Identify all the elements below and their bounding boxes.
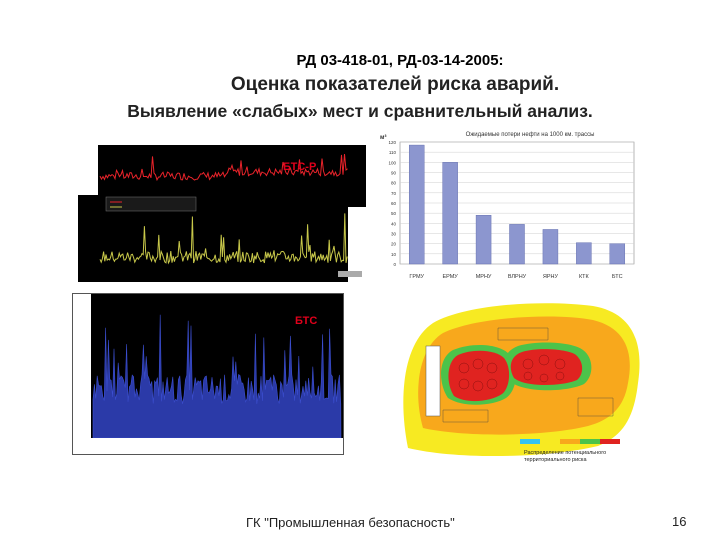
y-tick-label: 60 [391,201,397,206]
page-number: 16 [672,514,687,529]
chart-title: Ожидаемые потери нефти на 1000 км. трасс… [466,132,595,138]
bar-ЕРМУ [442,162,458,265]
y-tick-label: 30 [391,232,397,237]
risk-zone-red-1 [448,350,510,402]
territorial-risk-map: Распределение потенциального территориал… [398,298,644,466]
bts-signal-plot: БТС [72,293,344,455]
x-tick-label: БТС [612,274,623,280]
risk-zone-red-2 [510,349,583,385]
y-tick-label: 20 [391,242,397,247]
bar-ВЛРНУ [509,224,525,265]
footer-company: ГК "Промышленная безопасность" [246,515,455,530]
yellow-trace [99,213,348,265]
bar-ГРМУ [408,144,425,265]
x-tick-label: ЯРНУ [543,274,559,280]
risk-caption-line2: территориального риска [524,457,587,463]
y-tick-label: 110 [389,150,397,155]
bar-МРНУ [475,214,492,265]
bar-ЯРНУ [542,229,559,265]
x-tick-label: ЕРМУ [442,274,458,280]
bts-label: БТС [295,315,317,327]
bar-КТК [576,242,592,265]
y-tick-label: 70 [391,191,397,196]
y-tick-label: 40 [391,221,397,226]
legend-box [105,196,197,212]
btsr-label: БТС-Р [283,161,316,173]
regulation-colon: : [498,52,504,69]
x-tick-label: ВЛРНУ [508,274,527,280]
y-tick-label: 80 [391,181,397,186]
risk-legend-bar [520,439,620,444]
y-tick-label: 100 [388,160,396,165]
oil-loss-bar-chart: Ожидаемые потери нефти на 1000 км. трасс… [372,126,644,288]
y-tick-label: 120 [388,140,396,145]
y-tick-label: 10 [391,252,397,257]
bar-БТС [609,243,626,265]
chart-ylabel: м³ [380,134,386,141]
title-line-2: Оценка показателей риска аварий. [0,74,720,96]
regulation-codes: РД 03-418-01, РД-03-14-2005 [296,52,499,69]
x-tick-label: КТК [579,274,590,280]
red-trace [99,153,348,182]
x-tick-label: ГРМУ [409,274,424,280]
pipeline-signal-plot: БТС-Р [78,145,366,282]
y-tick-label: 50 [391,211,397,216]
slide-heading: Оценка показателей риска аварий. [230,74,560,95]
title-line-3: Выявление «слабых» мест и сравнительный … [0,101,720,122]
y-tick-label: 90 [391,171,397,176]
y-tick-label: 0 [393,262,396,267]
risk-caption-line1: Распределение потенциального [524,450,606,456]
x-tick-label: МРНУ [476,274,492,280]
title-line-1: РД 03-418-01, РД-03-14-2005: [0,52,720,69]
blue-trace [92,314,342,439]
slide-subheading: Выявление «слабых» мест и сравнительный … [127,101,593,121]
